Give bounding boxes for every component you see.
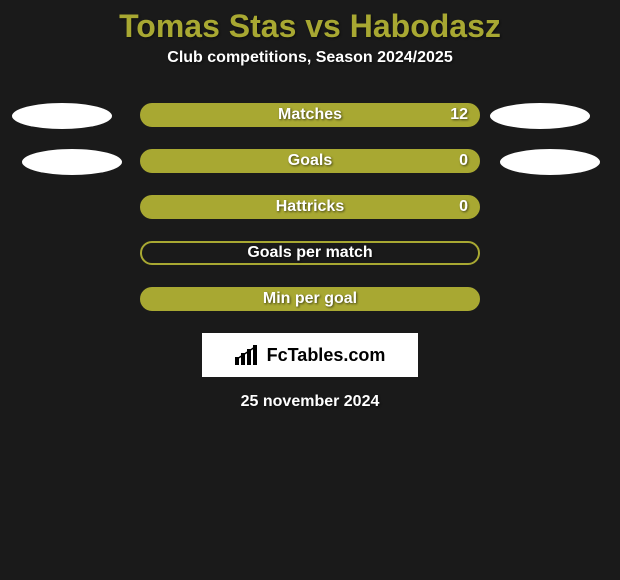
stat-label: Matches <box>142 106 478 124</box>
stat-row: Matches12 <box>140 103 480 127</box>
stat-label: Goals <box>142 152 478 170</box>
stat-row: Goals0 <box>140 149 480 173</box>
comparison-title: Tomas Stas vs Habodasz <box>0 0 620 45</box>
stat-rows: Matches12Goals0Hattricks0Goals per match… <box>140 103 480 311</box>
stat-value: 0 <box>459 198 468 216</box>
bars-icon <box>235 345 261 365</box>
stat-row: Hattricks0 <box>140 195 480 219</box>
stat-row: Goals per match <box>140 241 480 265</box>
stat-value: 0 <box>459 152 468 170</box>
stat-label: Goals per match <box>142 244 478 262</box>
source-logo-content: FcTables.com <box>235 345 386 366</box>
stat-value: 12 <box>450 106 468 124</box>
player-photo-left-1 <box>12 103 112 129</box>
stat-label: Hattricks <box>142 198 478 216</box>
source-logo-text: FcTables.com <box>267 345 386 366</box>
stats-area: Matches12Goals0Hattricks0Goals per match… <box>0 103 620 311</box>
player-photo-right-1 <box>490 103 590 129</box>
player-photo-right-2 <box>500 149 600 175</box>
stat-row: Min per goal <box>140 287 480 311</box>
snapshot-date: 25 november 2024 <box>0 393 620 411</box>
stat-label: Min per goal <box>142 290 478 308</box>
source-logo: FcTables.com <box>202 333 418 377</box>
comparison-subtitle: Club competitions, Season 2024/2025 <box>0 49 620 67</box>
player-photo-left-2 <box>22 149 122 175</box>
